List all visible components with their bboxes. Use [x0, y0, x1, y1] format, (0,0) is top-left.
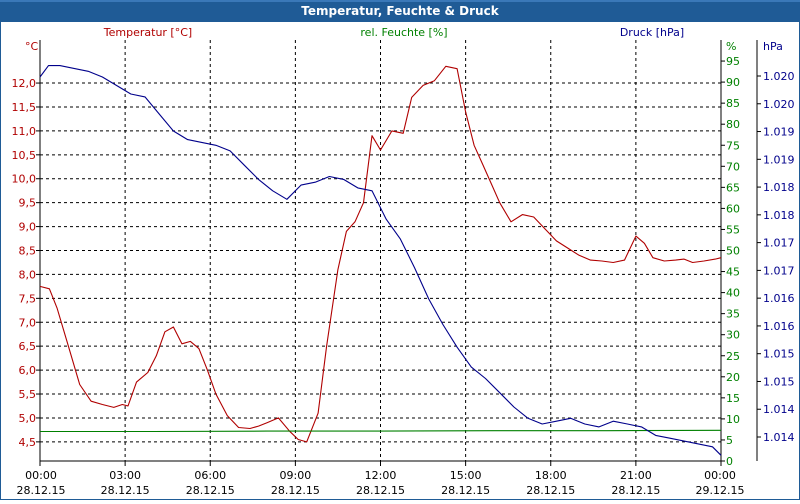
pressure-tick-label: 1.015 [763, 348, 795, 361]
temperature-unit: °C [25, 40, 39, 53]
x-tick-time: 18:00 [535, 469, 567, 482]
temperature-tick-label: 4,5 [19, 436, 37, 449]
window-border [0, 21, 800, 500]
pressure-tick-label: 1.017 [763, 237, 795, 250]
x-tick-date: 28.12.15 [271, 484, 320, 497]
title-bar-highlight [0, 0, 800, 2]
humidity-tick-label: 45 [726, 266, 740, 279]
humidity-line [40, 429, 722, 433]
pressure-tick-label: 1.016 [763, 320, 795, 333]
temperature-line [39, 65, 722, 443]
pressure-tick-label: 1.015 [763, 375, 795, 388]
grid [40, 40, 721, 461]
temperature-tick-label: 9,0 [19, 221, 37, 234]
pressure-tick-label: 1.020 [763, 70, 795, 83]
title-bar [0, 0, 800, 21]
x-tick-date: 28.12.15 [441, 484, 490, 497]
x-tick-time: 21:00 [620, 469, 652, 482]
humidity-tick-label: 60 [726, 202, 740, 215]
pressure-unit: hPa [763, 40, 783, 53]
pressure-tick-label: 1.014 [763, 403, 795, 416]
pressure-tick-label: 1.017 [763, 264, 795, 277]
temperature-tick-label: 11,0 [12, 125, 37, 138]
humidity-tick-label: 5 [726, 434, 733, 447]
x-tick-date: 28.12.15 [186, 484, 235, 497]
humidity-tick-label: 85 [726, 97, 740, 110]
temperature-tick-label: 8,0 [19, 268, 37, 281]
temperature-tick-label: 12,0 [12, 77, 37, 90]
pressure-tick-label: 1.014 [763, 431, 795, 444]
humidity-tick-label: 70 [726, 160, 740, 173]
humidity-tick-label: 20 [726, 371, 740, 384]
x-tick-time: 00:00 [25, 469, 57, 482]
x-tick-date: 28.12.15 [611, 484, 660, 497]
x-tick-date: 28.12.15 [526, 484, 575, 497]
pressure-axis-label: Druck [hPa] [620, 26, 684, 39]
x-tick-time: 06:00 [194, 469, 226, 482]
humidity-tick-label: 80 [726, 118, 740, 131]
pressure-tick-label: 1.019 [763, 153, 795, 166]
humidity-tick-label: 50 [726, 245, 740, 258]
x-tick-time: 15:00 [450, 469, 482, 482]
x-tick-date: 28.12.15 [17, 484, 66, 497]
temperature-tick-label: 10,5 [12, 149, 37, 162]
humidity-unit: % [726, 40, 736, 53]
pressure-line [39, 65, 722, 456]
x-tick-date: 28.12.15 [101, 484, 150, 497]
x-tick-time: 12:00 [365, 469, 397, 482]
pressure-tick-label: 1.020 [763, 98, 795, 111]
temperature-tick-label: 6,0 [19, 364, 37, 377]
axes [36, 40, 761, 466]
x-tick-time: 03:00 [109, 469, 141, 482]
chart-title: Temperatur, Feuchte & Druck [301, 4, 499, 18]
pressure-tick-label: 1.018 [763, 209, 795, 222]
temperature-tick-label: 7,0 [19, 316, 37, 329]
pressure-tick-label: 1.016 [763, 292, 795, 305]
temperature-tick-label: 5,0 [19, 412, 37, 425]
tick-labels: 00:00 28.12.15 03:00 28.12.15 06:00 28.12.15 0… [12, 55, 795, 497]
x-tick-date: 28.12.15 [356, 484, 405, 497]
humidity-tick-label: 10 [726, 413, 740, 426]
humidity-tick-label: 55 [726, 223, 740, 236]
humidity-tick-label: 40 [726, 287, 740, 300]
humidity-axis-label: rel. Feuchte [%] [360, 26, 447, 39]
humidity-tick-label: 95 [726, 55, 740, 68]
temperature-tick-label: 11,5 [12, 101, 37, 114]
temperature-tick-label: 9,5 [19, 197, 37, 210]
temperature-tick-label: 6,5 [19, 340, 37, 353]
humidity-tick-label: 0 [726, 455, 733, 468]
temperature-tick-label: 10,0 [12, 173, 37, 186]
temperature-tick-label: 5,5 [19, 388, 37, 401]
temperature-tick-label: 7,5 [19, 292, 37, 305]
x-tick-time: 00:00 [704, 469, 736, 482]
humidity-tick-label: 30 [726, 329, 740, 342]
humidity-tick-label: 35 [726, 308, 740, 321]
humidity-tick-label: 65 [726, 181, 740, 194]
humidity-tick-label: 90 [726, 76, 740, 89]
series-lines [39, 65, 722, 456]
pressure-tick-label: 1.018 [763, 181, 795, 194]
pressure-tick-label: 1.019 [763, 126, 795, 139]
humidity-tick-label: 15 [726, 392, 740, 405]
temperature-axis-label: Temperatur [°C] [103, 26, 192, 39]
humidity-tick-label: 75 [726, 139, 740, 152]
x-tick-date: 29.12.15 [696, 484, 745, 497]
x-tick-time: 09:00 [280, 469, 312, 482]
temperature-tick-label: 8,5 [19, 245, 37, 258]
humidity-tick-label: 25 [726, 350, 740, 363]
